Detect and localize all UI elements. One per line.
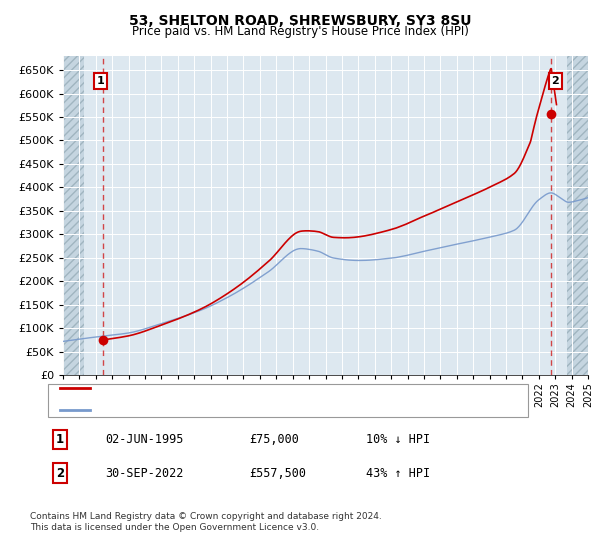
Text: 1: 1 [97, 76, 104, 86]
Text: Price paid vs. HM Land Registry's House Price Index (HPI): Price paid vs. HM Land Registry's House … [131, 25, 469, 38]
Text: 53, SHELTON ROAD, SHREWSBURY, SY3 8SU (detached house): 53, SHELTON ROAD, SHREWSBURY, SY3 8SU (d… [96, 383, 445, 393]
Text: £75,000: £75,000 [249, 433, 299, 446]
Text: 2: 2 [56, 466, 64, 480]
Text: £557,500: £557,500 [249, 466, 306, 480]
Bar [566, 56, 588, 375]
Text: 30-SEP-2022: 30-SEP-2022 [105, 466, 184, 480]
Text: 1: 1 [56, 433, 64, 446]
Bar [63, 56, 85, 375]
Text: 02-JUN-1995: 02-JUN-1995 [105, 433, 184, 446]
Text: HPI: Average price, detached house, Shropshire: HPI: Average price, detached house, Shro… [96, 405, 362, 416]
Text: Contains HM Land Registry data © Crown copyright and database right 2024.
This d: Contains HM Land Registry data © Crown c… [30, 512, 382, 532]
Text: 43% ↑ HPI: 43% ↑ HPI [366, 466, 430, 480]
Text: 2: 2 [551, 76, 559, 86]
Text: 53, SHELTON ROAD, SHREWSBURY, SY3 8SU: 53, SHELTON ROAD, SHREWSBURY, SY3 8SU [129, 14, 471, 28]
Text: 10% ↓ HPI: 10% ↓ HPI [366, 433, 430, 446]
